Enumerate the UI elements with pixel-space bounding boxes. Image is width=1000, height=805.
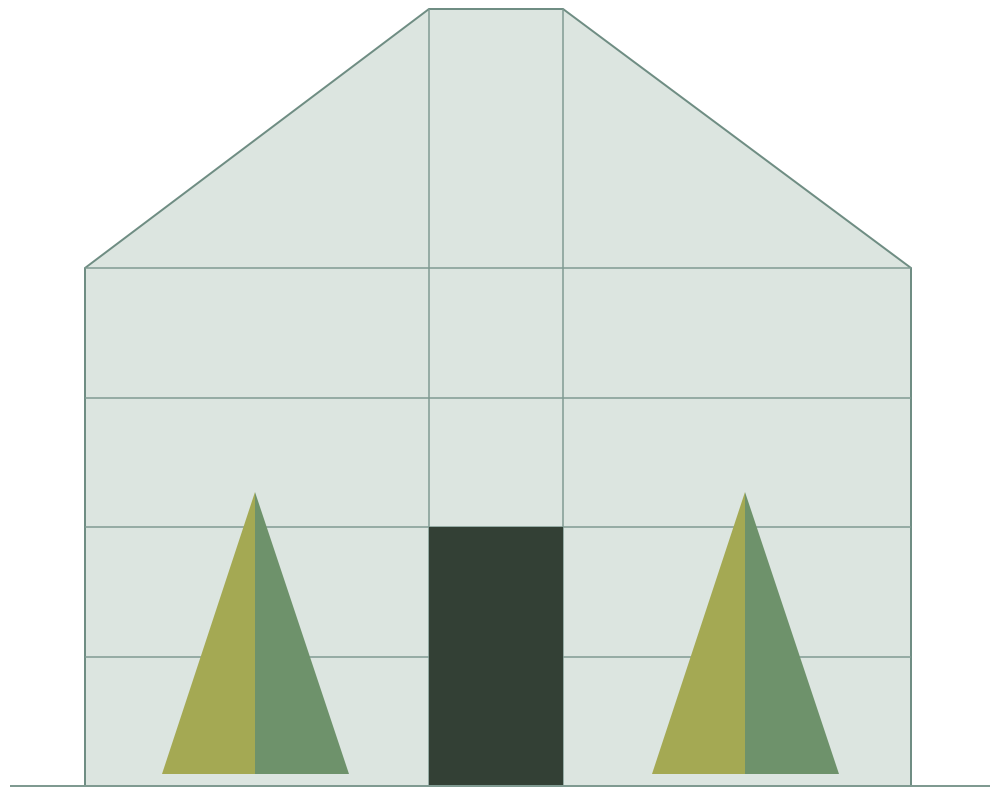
tree-left-dark-half	[255, 492, 349, 774]
tree-left-light-half	[162, 492, 255, 774]
tree-right-light-half	[652, 492, 745, 774]
cypress-tree-icon-right	[652, 492, 839, 774]
cypress-tree-icon-left	[162, 492, 349, 774]
tree-right-dark-half	[745, 492, 839, 774]
door-icon	[429, 527, 563, 786]
